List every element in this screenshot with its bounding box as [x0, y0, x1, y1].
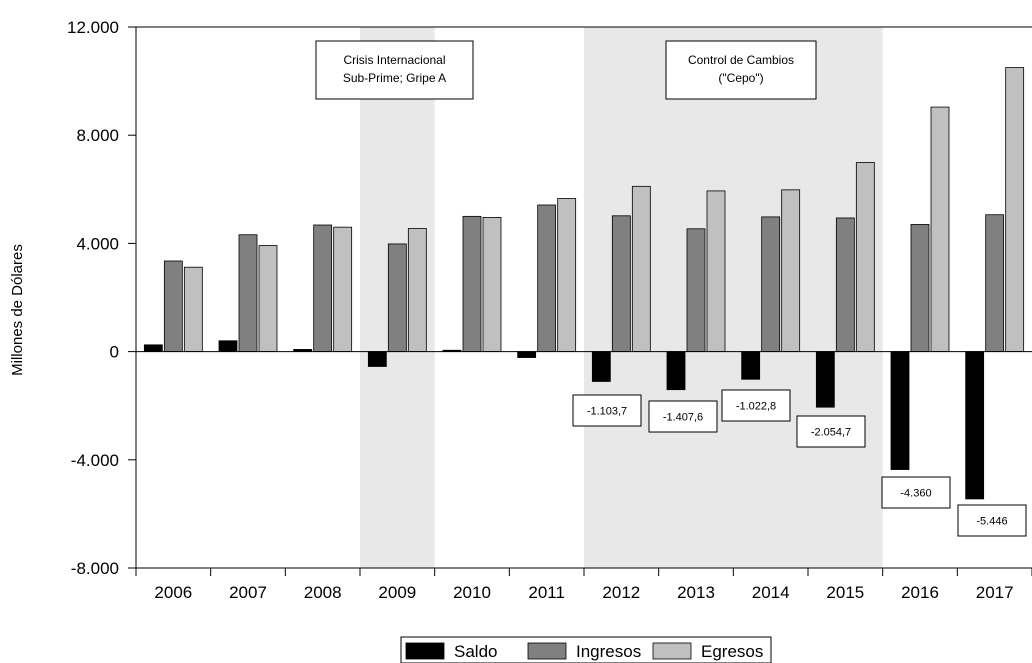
bar-egresos-2016: [930, 106, 950, 352]
bar-saldo-2016: [890, 351, 910, 470]
data-labels: -1.103,7 -1.407,6 -1.022,8 -2.054,7 -4.360 -5…: [572, 389, 1027, 537]
bar-ingresos-2009: [387, 243, 407, 352]
x-tick-label: 2010: [453, 583, 491, 602]
annotation-text: ("Cepo"): [718, 71, 763, 85]
bar-saldo-2006: [143, 344, 163, 352]
bar-saldo-2015: [815, 351, 835, 408]
x-tick-label: 2017: [976, 583, 1014, 602]
bar-ingresos-2006: [163, 260, 183, 353]
bar-egresos-2009: [407, 228, 427, 353]
annotations: Crisis Internacional Sub-Prime; Gripe A Co…: [315, 40, 817, 100]
annotation-text: Sub-Prime; Gripe A: [343, 71, 446, 85]
bar-ingresos-2007: [238, 234, 258, 353]
data-label-box: [721, 389, 791, 422]
bar-egresos-2010: [482, 217, 502, 353]
bar-ingresos-2010: [462, 215, 482, 353]
x-tick-label: 2016: [901, 583, 939, 602]
bar-ingresos-2012: [611, 215, 631, 353]
bar-ingresos-2017: [985, 214, 1005, 353]
bar-egresos-2017: [1005, 67, 1025, 352]
y-axis-label: Millones de Dólares: [9, 244, 26, 376]
bar-egresos-2007: [258, 245, 278, 352]
bar-ingresos-2014: [761, 216, 781, 353]
y-tick-label: 4.000: [76, 234, 119, 253]
x-tick-label: 2013: [677, 583, 715, 602]
legend-label: Ingresos: [576, 642, 641, 661]
axes: 12.000 8.000 4.000 0 -4.000 -8.000 2006 2007 200…: [67, 18, 1032, 602]
legend-label: Egresos: [701, 642, 763, 661]
data-label: -2.054,7: [811, 427, 851, 439]
bar-saldo-2007: [218, 340, 238, 352]
bar-saldo-2009: [367, 351, 387, 367]
y-tick-label: 8.000: [76, 126, 119, 145]
legend-box: [400, 636, 772, 663]
bar-saldo-2014: [741, 351, 761, 380]
bar-egresos-2012: [631, 185, 651, 352]
y-tick-label: 0: [110, 343, 119, 362]
data-label: -5.446: [976, 516, 1007, 528]
y-tick-label: 12.000: [67, 18, 119, 37]
bar-ingresos-2016: [910, 224, 930, 352]
bar-egresos-2011: [557, 198, 577, 352]
bars: [143, 67, 1025, 500]
x-tick-label: 2014: [752, 583, 790, 602]
bar-egresos-2008: [333, 226, 353, 352]
x-tick-label: 2012: [602, 583, 640, 602]
data-label-box: [957, 504, 1027, 537]
data-label: -4.360: [900, 488, 931, 500]
legend-label: Saldo: [454, 642, 497, 661]
legend: Saldo Ingresos Egresos: [400, 636, 772, 663]
bar-egresos-2006: [183, 266, 203, 353]
legend-swatch-egresos: [652, 642, 692, 660]
data-label-box: [648, 400, 718, 433]
x-tick-label: 2008: [304, 583, 342, 602]
annotation-text: Control de Cambios: [688, 53, 794, 67]
data-label-box: [796, 415, 866, 448]
data-label-box: [881, 476, 951, 509]
bar-egresos-2015: [855, 162, 875, 352]
bar-egresos-2014: [781, 189, 801, 353]
x-tick-label: 2006: [154, 583, 192, 602]
x-tick-label: 2015: [826, 583, 864, 602]
y-tick-label: -8.000: [71, 559, 119, 578]
bar-ingresos-2011: [537, 204, 557, 352]
legend-swatch-ingresos: [527, 642, 567, 660]
bar-ingresos-2008: [313, 224, 333, 352]
bar-saldo-2012: [591, 351, 611, 382]
x-tick-label: 2009: [378, 583, 416, 602]
bar-saldo-2017: [965, 351, 985, 500]
x-tick-label: 2007: [229, 583, 267, 602]
x-tick-label: 2011: [528, 583, 565, 602]
annotation-box: [665, 40, 817, 100]
annotation-box: [315, 40, 474, 100]
bar-saldo-2011: [517, 351, 537, 358]
bar-ingresos-2015: [835, 217, 855, 353]
data-label: -1.103,7: [587, 406, 627, 418]
bar-saldo-2013: [666, 351, 686, 391]
annotation-text: Crisis Internacional: [343, 53, 445, 67]
legend-swatch-saldo: [405, 642, 445, 660]
data-label: -1.407,6: [663, 412, 703, 424]
data-label-box: [572, 394, 642, 427]
bar-egresos-2013: [706, 190, 726, 353]
y-tick-label: -4.000: [71, 451, 119, 470]
bar-ingresos-2013: [686, 228, 706, 352]
data-label: -1.022,8: [736, 401, 776, 413]
